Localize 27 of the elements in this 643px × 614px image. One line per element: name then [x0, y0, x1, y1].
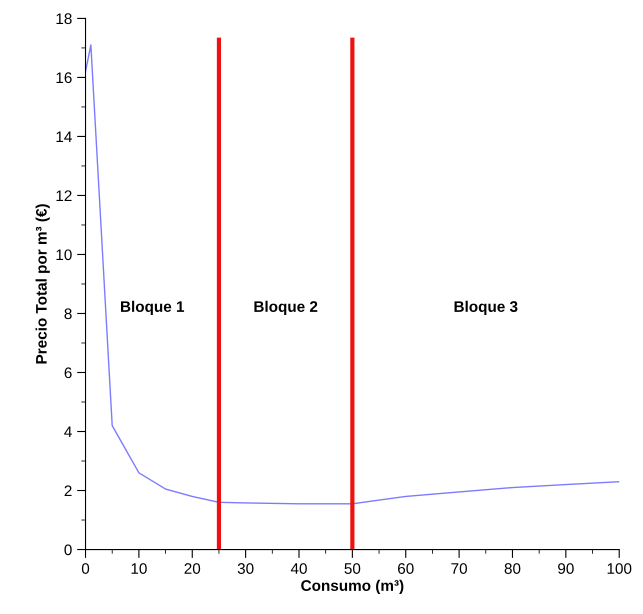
annotation: Bloque 3	[454, 300, 518, 315]
y-tick-label: 16	[56, 72, 72, 84]
x-tick-label: 10	[132, 563, 147, 574]
y-tick-label: 0	[64, 544, 72, 556]
y-tick-label: 14	[56, 131, 72, 142]
x-tick-label: 60	[398, 563, 414, 574]
y-tick-label: 4	[64, 426, 72, 438]
x-tick-label: 30	[238, 563, 254, 574]
x-axis-title: Consumo (m³)	[301, 580, 404, 594]
x-tick-label: 80	[504, 563, 520, 574]
y-tick-label: 8	[64, 308, 72, 320]
annotation: Bloque 1	[121, 300, 184, 315]
y-axis-title: Precio Total por m³ (€)	[36, 204, 50, 364]
y-tick-label: 12	[56, 190, 72, 201]
y-tick-label: 2	[64, 485, 72, 496]
x-tick-label: 70	[451, 563, 467, 574]
x-tick-label: 100	[608, 563, 632, 574]
x-tick-label: 40	[290, 563, 307, 574]
annotation: Bloque 2	[254, 300, 318, 315]
line-series	[86, 44, 620, 504]
x-tick-label: 50	[344, 563, 360, 574]
x-tick-label: 20	[184, 563, 200, 574]
y-tick-label: 10	[56, 249, 72, 260]
y-tick-label: 18	[56, 13, 72, 24]
y-tick-label: 6	[64, 367, 72, 378]
x-tick-label: 0	[82, 563, 90, 574]
x-tick-label: 90	[558, 563, 574, 574]
